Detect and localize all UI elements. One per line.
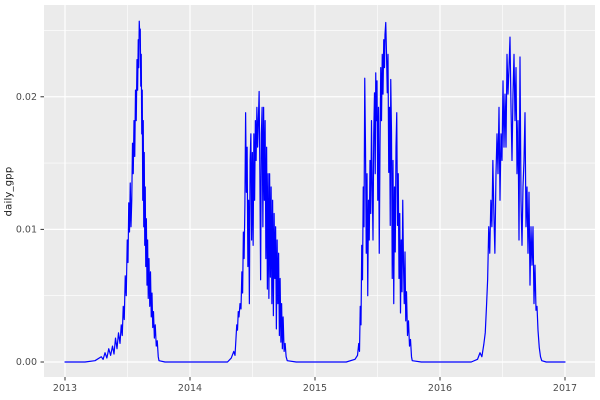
x-tick-label: 2017 <box>553 383 577 394</box>
y-axis-title: daily_gpp <box>3 166 15 217</box>
y-tick-label: 0.00 <box>16 357 37 368</box>
x-tick-label: 2014 <box>178 383 202 394</box>
x-tick-label: 2013 <box>53 383 77 394</box>
y-tick-label: 0.01 <box>16 225 37 236</box>
x-tick-label: 2015 <box>303 383 327 394</box>
y-tick-label: 0.02 <box>16 92 37 103</box>
data-line-daily_gpp <box>64 20 566 363</box>
plot-panel <box>44 5 595 377</box>
x-tick-label: 2016 <box>428 383 452 394</box>
